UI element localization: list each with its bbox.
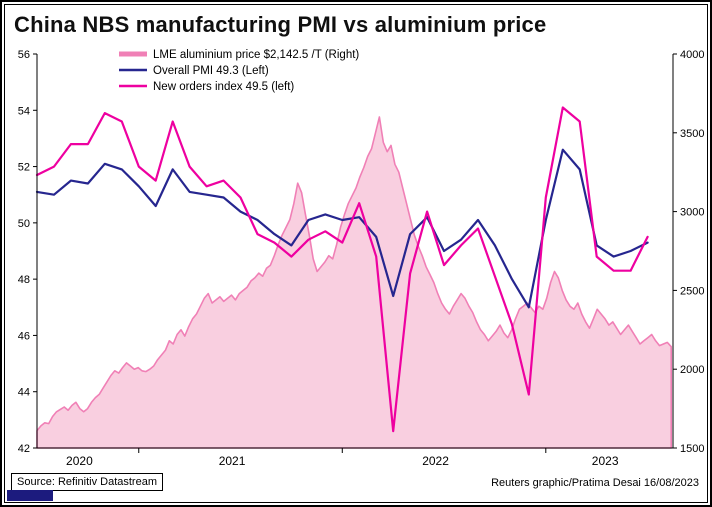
right-axis-tick-label: 3500 [680,128,704,140]
legend-label-pmi: Overall PMI 49.3 (Left) [153,65,269,77]
right-axis-tick-label: 2000 [680,364,704,376]
chart-title: China NBS manufacturing PMI vs aluminium… [14,12,547,37]
credit-label: Reuters graphic/Pratima Desai 16/08/2023 [491,477,699,489]
right-axis-tick-label: 4000 [680,49,704,61]
left-axis-tick-label: 52 [18,162,30,174]
source-label: Source: Refinitiv Datastream [11,473,163,491]
year-label-2023: 2023 [592,454,619,468]
axes [33,53,677,453]
right-axis-tick-label: 2500 [680,285,704,297]
bottom-left-accent [7,490,53,501]
legend-label-new_orders: New orders index 49.5 (left) [153,81,294,93]
year-label-2020: 2020 [66,454,93,468]
left-axis-tick-label: 48 [18,274,30,286]
left-axis-tick-label: 46 [18,330,30,342]
left-axis-tick-label: 56 [18,49,30,61]
left-axis-tick-label: 54 [18,105,30,117]
year-label-2021: 2021 [219,454,246,468]
aluminium-area [36,116,672,449]
chart-legend: LME aluminium price $2,142.5 /T (Right) O… [119,49,359,93]
right-axis-tick-label: 1500 [680,443,704,455]
right-axis-tick-label: 3000 [680,207,704,219]
figure-inner-frame: China NBS manufacturing PMI vs aluminium… [4,4,708,503]
footer-row: Source: Refinitiv Datastream Reuters gra… [11,473,699,491]
year-label-2022: 2022 [422,454,449,468]
pmi-aluminium-chart: 42 44 46 48 50 52 54 56 1500 2000 2500 3000 3500 4000… [18,49,705,468]
left-axis-tick-label: 50 [18,218,30,230]
left-axis-tick-label: 42 [18,443,30,455]
new_orders-line [35,106,649,433]
left-axis-tick-label: 44 [18,387,30,399]
legend-label-aluminium: LME aluminium price $2,142.5 /T (Right) [153,49,359,61]
pmi-line [35,148,649,309]
